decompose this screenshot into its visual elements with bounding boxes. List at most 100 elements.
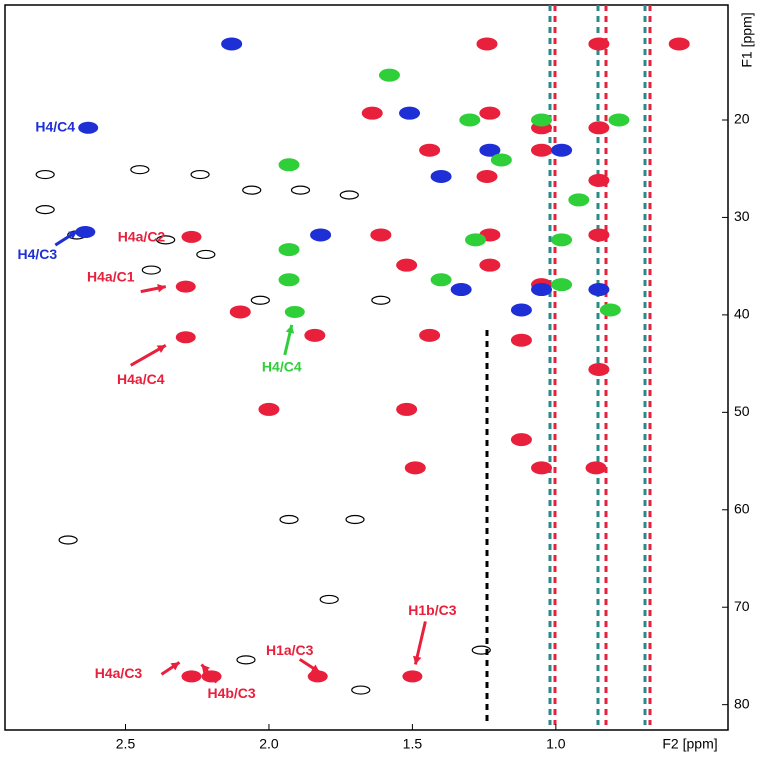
y-tick-label: 70 xyxy=(734,598,750,614)
peak xyxy=(510,303,532,317)
peak xyxy=(58,535,78,545)
peak xyxy=(35,205,55,215)
peak xyxy=(588,121,610,135)
y-tick-label: 30 xyxy=(734,208,750,224)
arrow-head xyxy=(310,664,320,673)
peak xyxy=(419,328,441,342)
peak xyxy=(370,228,392,242)
arrow-head xyxy=(157,283,166,293)
annotated-peak xyxy=(181,230,202,243)
peak xyxy=(568,193,590,207)
peak xyxy=(510,333,532,347)
peak xyxy=(396,402,418,416)
peak xyxy=(304,328,326,342)
peak xyxy=(551,233,573,247)
peak xyxy=(479,258,501,272)
x-tick-label: 1.5 xyxy=(403,736,423,752)
peak xyxy=(345,514,365,525)
x-tick-label: 2.0 xyxy=(259,736,279,752)
peak xyxy=(290,185,311,195)
peak xyxy=(419,143,441,157)
peak xyxy=(310,228,332,242)
peak xyxy=(465,233,487,247)
annotation: H4/C4 xyxy=(35,118,75,134)
x-tick-label: 2.5 xyxy=(116,736,136,752)
peak xyxy=(404,461,426,475)
y-tick-label: 40 xyxy=(734,306,750,322)
annotation: H4/C4 xyxy=(262,359,302,375)
annotated-peak xyxy=(181,670,202,683)
y-tick-label: 80 xyxy=(734,695,750,711)
y-tick-label: 50 xyxy=(734,403,750,419)
annotated-peak xyxy=(307,670,328,683)
annotation: H1a/C3 xyxy=(266,642,314,658)
peak xyxy=(221,37,243,51)
peak xyxy=(196,249,216,260)
x-tick-label: 1.0 xyxy=(546,736,566,752)
peak xyxy=(531,283,553,297)
peak xyxy=(351,685,371,695)
peak xyxy=(361,106,383,120)
peak xyxy=(156,235,176,245)
peak xyxy=(588,228,610,242)
peak xyxy=(430,273,452,287)
annotation: H4/C3 xyxy=(17,246,57,262)
peak xyxy=(531,461,553,475)
peak xyxy=(510,433,532,447)
peak xyxy=(588,362,610,376)
annotation: H4a/C2 xyxy=(118,229,166,245)
annotated-peak xyxy=(75,226,96,239)
annotation: H1b/C3 xyxy=(408,602,456,618)
annotation: H4a/C1 xyxy=(87,268,135,284)
peak xyxy=(531,113,553,127)
peak xyxy=(371,295,391,305)
background-streaks xyxy=(485,5,652,725)
peak xyxy=(551,143,573,157)
annotation: H4a/C3 xyxy=(95,665,143,681)
peak xyxy=(378,68,400,82)
arrow-head xyxy=(156,345,166,353)
peak xyxy=(588,173,610,187)
arrow-head xyxy=(412,655,422,665)
arrow-head xyxy=(201,664,210,674)
arrow-head xyxy=(170,662,180,671)
peak xyxy=(279,514,299,525)
annotated-peak xyxy=(284,305,305,318)
peak xyxy=(531,143,553,157)
annotated-peak xyxy=(78,121,99,134)
peak xyxy=(130,165,150,175)
peak xyxy=(35,169,55,180)
peak xyxy=(278,273,300,287)
peak xyxy=(599,303,621,317)
peak xyxy=(479,106,501,120)
peak xyxy=(339,190,359,200)
peak xyxy=(242,185,262,195)
peak xyxy=(585,461,607,475)
peak xyxy=(319,594,339,605)
peak xyxy=(476,37,498,51)
peak xyxy=(190,169,210,180)
peak xyxy=(471,645,491,655)
peak xyxy=(250,295,270,305)
peak xyxy=(258,402,280,416)
peak xyxy=(588,283,610,297)
annotation: H4a/C4 xyxy=(117,371,165,387)
peak xyxy=(236,655,256,665)
peak xyxy=(608,113,630,127)
arrow-head xyxy=(68,231,78,239)
peak xyxy=(450,283,472,297)
arrow-head xyxy=(285,324,295,334)
peak xyxy=(430,170,452,184)
y-tick-label: 60 xyxy=(734,500,750,516)
annotated-peak xyxy=(175,280,196,293)
y-tick-label: 20 xyxy=(734,111,750,127)
annotation: H4b/C3 xyxy=(207,685,255,701)
peak xyxy=(396,258,418,272)
peak xyxy=(668,37,690,51)
y-axis-label: F1 [ppm] xyxy=(739,12,755,67)
peak xyxy=(278,158,300,172)
peak xyxy=(459,113,481,127)
annotated-peak xyxy=(175,331,196,344)
peak xyxy=(588,37,610,51)
